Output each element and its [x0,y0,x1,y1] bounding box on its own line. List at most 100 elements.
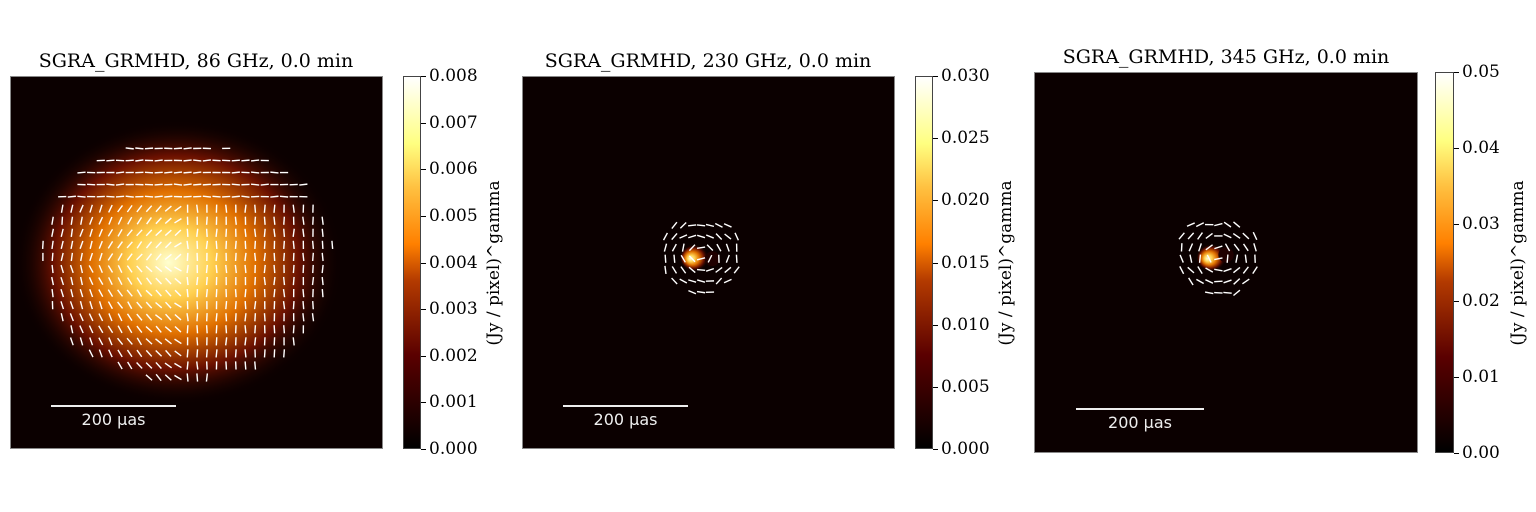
polarization-tick [99,217,102,224]
polarization-tick [174,148,182,149]
polarization-tick [255,241,256,249]
colorbar-tick-label: 0.001 [429,392,478,413]
polarization-tick [108,229,112,236]
polarization-tick [725,267,731,272]
polarization-tick [126,196,134,197]
polarization-tick [126,148,134,149]
polarization-tick [226,337,227,345]
polarization-tick [245,337,246,345]
polarization-tick [1214,269,1222,270]
polarization-tick [127,290,132,296]
polarization-tick [81,217,83,225]
polarization-tick [1244,244,1249,251]
polarization-tick [255,313,256,321]
colorbar-tick-mark [421,122,426,124]
polarization-tick [146,363,152,369]
polarization-tick [241,160,249,161]
polarization-tick [146,339,152,344]
polarization-tick [52,277,54,285]
colorbar-label: (Jy / pixel)^gamma [484,179,504,346]
polarization-tick [1205,280,1213,284]
polarization-tick [261,184,269,185]
polarization-tick [174,243,181,247]
polarization-tick [118,217,121,224]
colorbar-tick-label: 0.006 [429,159,478,180]
polarization-tick [284,277,285,285]
polarization-tick [216,265,217,273]
polarization-tick [156,206,161,212]
polarization-tick [137,254,143,260]
polarization-tick [109,350,113,357]
polarization-tick [116,196,124,197]
polarization-tick [118,229,122,236]
colorbar-tick-mark [1454,453,1459,454]
colorbar-tick-label: 0.025 [941,128,990,149]
polarization-tick [175,278,181,283]
polarization-tick [70,301,73,309]
polarization-tick [680,279,687,283]
polarization-tick [175,290,181,296]
polarization-tick [135,160,143,161]
polarization-tick [1223,292,1231,293]
polarization-tick [322,289,323,297]
polarization-tick [207,277,208,285]
polarization-tick [197,229,198,237]
polarization-tick [61,253,63,261]
polarization-tick [688,225,696,226]
polarization-tick [716,267,723,272]
colorbar-tick-label: 0.002 [429,345,478,366]
polarization-tick [156,351,162,357]
polarization-tick [207,325,208,333]
polarization-tick [332,241,333,249]
polarization-tick [284,241,285,249]
polarization-tick [313,241,314,249]
colorbar-tick-mark [421,76,426,77]
polarization-tick [236,313,237,321]
polarization-tick [216,253,217,261]
polarization-tick [155,196,163,197]
polarization-tick [146,206,151,212]
polarization-tick [664,244,666,252]
polarization-tick [174,267,181,271]
polarization-tick [90,241,92,249]
polarization-tick [165,278,171,284]
colorbar [915,76,933,449]
polarization-tick [322,229,323,237]
colorbar-tick-label: 0.03 [1462,214,1500,235]
polarization-tick [90,217,93,225]
polarization-tick [174,184,182,185]
shadow [1218,247,1234,263]
polarization-tick [264,253,265,261]
polarization-tick [127,314,132,321]
colorbar-tick-label: 0.005 [429,205,478,226]
polarization-tick [137,266,142,272]
polarization-tick [264,265,265,273]
polarization-tick [680,223,686,229]
polarization-tick [108,326,112,333]
polarization-tick [184,172,192,173]
polarization-tick [284,253,285,261]
colorbar [1435,72,1454,453]
polarization-tick [274,205,275,213]
polarization-tick [274,217,275,225]
polarization-tick [174,363,181,367]
polarization-tick [175,339,182,343]
polarization-tick [706,224,714,226]
polarization-tick [99,314,103,321]
polarization-tick [682,244,684,252]
polarization-tick [312,313,313,321]
polarization-tick [81,253,83,261]
polarization-tick [146,290,152,296]
colorbar-tick-label: 0.02 [1462,290,1500,311]
polarization-tick [187,373,188,381]
polarization-tick [245,301,246,309]
polarization-tick [1225,244,1229,251]
polarization-tick [156,278,162,284]
polarization-tick [1206,268,1213,272]
polarization-tick [187,289,188,297]
scale-bar [51,405,176,407]
polarization-tick [245,205,246,213]
polarization-tick [71,229,72,237]
polarization-tick [174,303,181,307]
polarization-tick [71,265,74,273]
